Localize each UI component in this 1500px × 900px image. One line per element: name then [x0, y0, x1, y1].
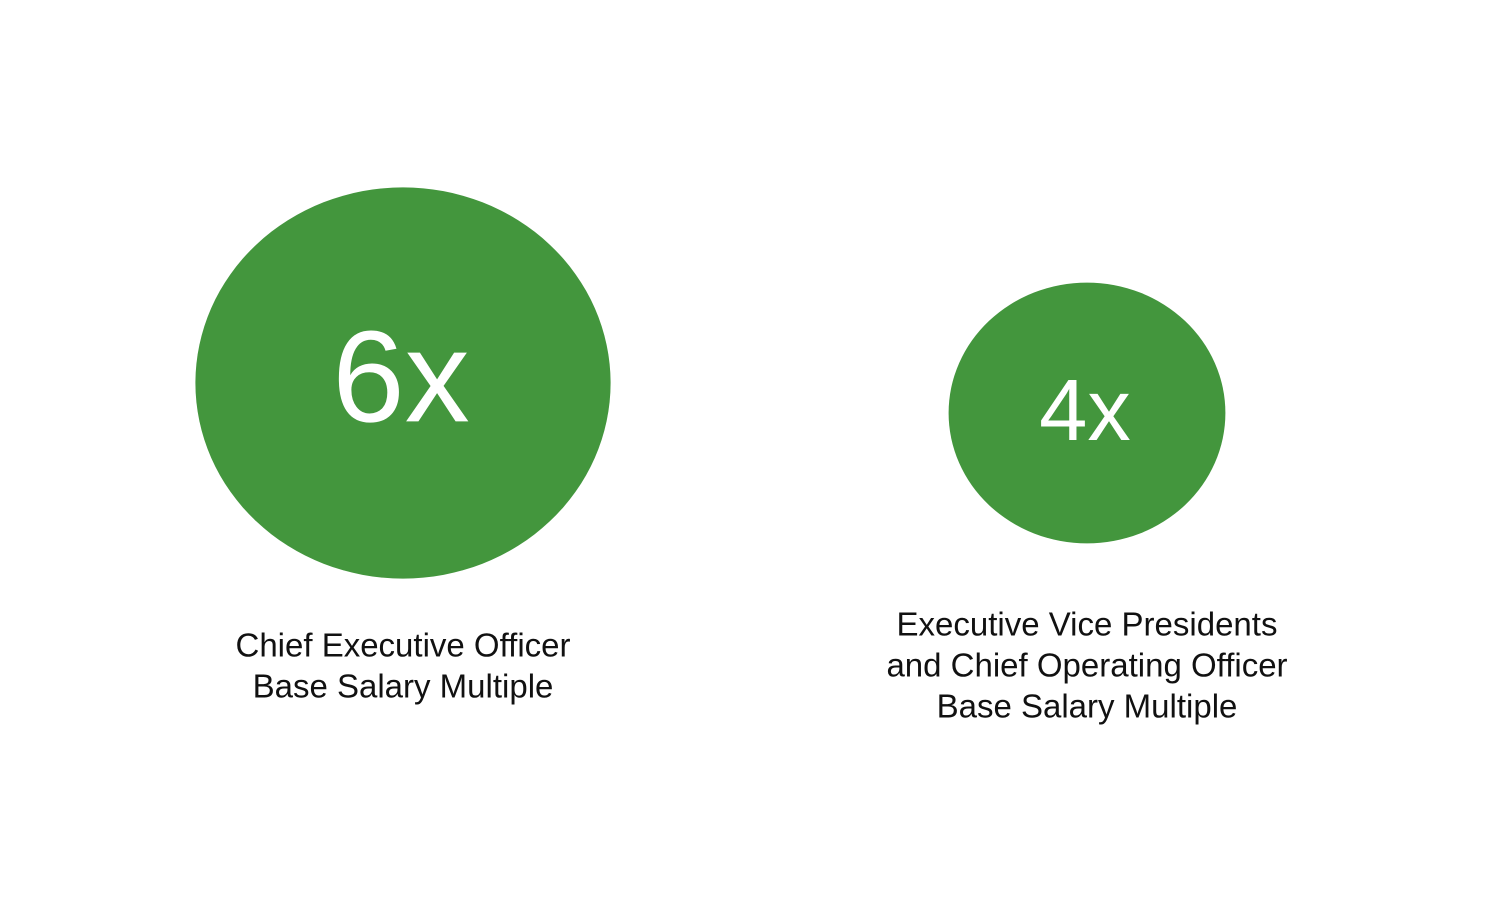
category-label: Base Salary Multiple — [937, 688, 1238, 725]
category-label: Base Salary Multiple — [253, 668, 554, 705]
bubble — [195, 187, 611, 579]
bubble — [948, 282, 1226, 544]
value-label: 6x — [332, 303, 470, 449]
category-label: and Chief Operating Officer — [886, 647, 1287, 684]
category-label: Executive Vice Presidents — [897, 606, 1278, 643]
value-label: 4x — [1039, 362, 1131, 459]
category-label: Chief Executive Officer — [235, 627, 570, 664]
